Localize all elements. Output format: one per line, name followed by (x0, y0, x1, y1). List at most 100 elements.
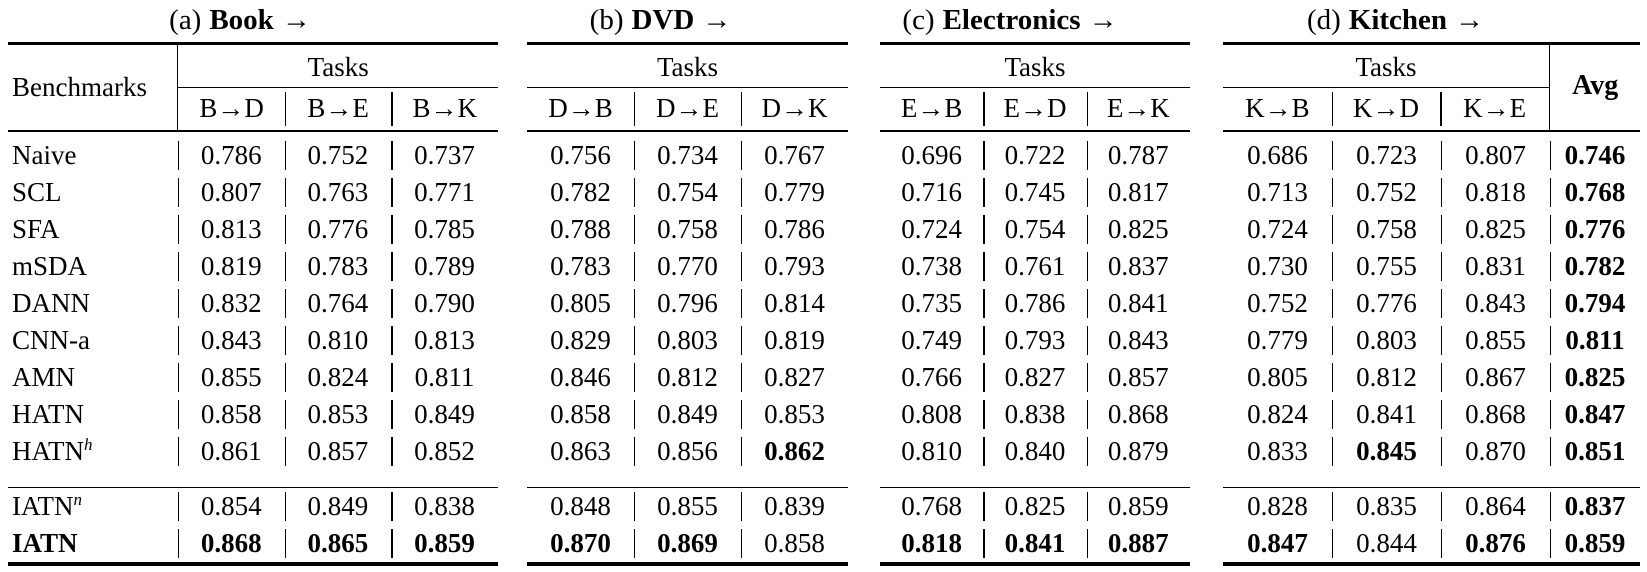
value-cell: 0.766 (901, 361, 963, 392)
avg-value-cell: 0.859 (1550, 525, 1640, 562)
tasks-header-group: Tasks E→B E→D E→K (880, 45, 1190, 130)
table-body-proposed: 0.768 0.825 0.859 0.818 0.841 0.887 (880, 488, 1190, 562)
value-cell: 0.811 (391, 359, 498, 396)
table-row: 0.749 0.793 0.843 (880, 322, 1190, 359)
task-column-label: E→D (983, 88, 1086, 130)
table-row: 0.686 0.723 0.807 0.746 (1223, 137, 1640, 174)
table-row: 0.766 0.827 0.857 (880, 359, 1190, 396)
tasks-label: Tasks (656, 51, 719, 82)
header-rule (880, 129, 1190, 132)
table-row: 0.808 0.838 0.868 (880, 396, 1190, 433)
benchmark-name: HATN (12, 398, 84, 429)
table-row: 0.848 0.855 0.839 (527, 488, 848, 525)
value-cell: 0.735 (901, 287, 963, 318)
value-cell: 0.828 (1247, 491, 1308, 521)
task-column-label: K→D (1331, 88, 1441, 130)
benchmarks-column-header: Benchmarks (12, 71, 147, 102)
tasks-header-group: Tasks K→B K→D K→E (1223, 45, 1549, 130)
avg-value-cell: 0.794 (1550, 285, 1640, 322)
value-cell: 0.852 (391, 433, 498, 470)
avg-column-header: Avg (1572, 69, 1619, 101)
value-cell: 0.849 (634, 396, 741, 433)
bottom-rule (527, 562, 848, 566)
header-divider (177, 44, 179, 130)
value-cell: 0.865 (284, 525, 392, 562)
table-caption-dvd: (b) DVD → (527, 0, 848, 42)
value-cell: 0.814 (741, 285, 848, 322)
tasks-header-group: Tasks D→B D→E D→K (527, 45, 848, 130)
value-cell: 0.817 (1086, 174, 1190, 211)
value-cell: 0.870 (550, 528, 611, 558)
table-row: HATN 0.858 0.853 0.849 (8, 396, 498, 433)
table-row: 0.858 0.849 0.853 (527, 396, 848, 433)
avg-value-cell: 0.776 (1550, 211, 1640, 248)
value-cell: 0.869 (634, 525, 741, 562)
value-cell: 0.722 (983, 137, 1086, 174)
table-body-baselines: 0.756 0.734 0.767 0.782 0.754 0.779 0.788 0.758… (527, 132, 848, 487)
value-cell: 0.808 (901, 398, 963, 429)
table-row: 0.788 0.758 0.786 (527, 211, 848, 248)
value-cell: 0.755 (1332, 248, 1441, 285)
value-cell: 0.863 (550, 435, 611, 466)
value-cell: 0.857 (1086, 359, 1190, 396)
table-row: 0.735 0.786 0.841 (880, 285, 1190, 322)
value-cell: 0.856 (634, 433, 741, 470)
value-cell: 0.803 (634, 322, 741, 359)
caption-arrow: → (1088, 4, 1118, 36)
value-cell: 0.819 (178, 248, 285, 285)
value-cell: 0.790 (391, 285, 498, 322)
table-row: IATNn 0.854 0.849 0.838 (8, 488, 498, 525)
table-caption-kitchen: (d) Kitchen → (1223, 0, 1640, 42)
value-cell: 0.862 (741, 433, 848, 470)
value-cell: 0.847 (1247, 528, 1308, 558)
benchmark-name: IATN (12, 528, 78, 558)
value-cell: 0.824 (1247, 398, 1308, 429)
table-row: 0.847 0.844 0.876 0.859 (1223, 525, 1640, 562)
table-body-baselines: 0.686 0.723 0.807 0.746 0.713 0.752 0.818 0.768… (1223, 132, 1640, 487)
table-row: 0.752 0.776 0.843 0.794 (1223, 285, 1640, 322)
value-cell: 0.805 (1247, 361, 1308, 392)
benchmark-name: mSDA (12, 250, 88, 281)
table-header: Tasks K→B K→D K→E Avg (1223, 44, 1640, 130)
value-cell: 0.839 (741, 488, 848, 525)
value-cell: 0.857 (284, 433, 392, 470)
benchmark-name: SCL (12, 176, 62, 207)
header-rule (1223, 129, 1640, 132)
value-cell: 0.848 (550, 491, 611, 521)
separator-rule (1223, 486, 1640, 488)
table-row: AMN 0.855 0.824 0.811 (8, 359, 498, 396)
value-cell: 0.756 (550, 139, 611, 170)
value-cell: 0.844 (1332, 525, 1441, 562)
tasks-underline (178, 86, 498, 88)
bottom-rule (880, 562, 1190, 566)
value-cell: 0.843 (1441, 285, 1550, 322)
value-cell: 0.810 (284, 322, 392, 359)
table-row: 0.870 0.869 0.858 (527, 525, 848, 562)
value-cell: 0.783 (284, 248, 392, 285)
tasks-underline (1223, 86, 1549, 88)
value-cell: 0.825 (1441, 211, 1550, 248)
table-row: Naive 0.786 0.752 0.737 (8, 137, 498, 174)
value-cell: 0.696 (901, 139, 963, 170)
value-cell: 0.787 (1086, 137, 1190, 174)
value-cell: 0.776 (284, 211, 392, 248)
table-row: 0.724 0.758 0.825 0.776 (1223, 211, 1640, 248)
task-column-label: K→B (1245, 92, 1310, 123)
caption-title: DVD (631, 4, 695, 36)
caption-arrow: → (1455, 4, 1485, 36)
bottom-rule (1223, 562, 1640, 566)
table-row: 0.824 0.841 0.868 0.847 (1223, 396, 1640, 433)
value-cell: 0.805 (550, 287, 611, 318)
value-cell: 0.841 (1086, 285, 1190, 322)
value-cell: 0.813 (178, 211, 285, 248)
value-cell: 0.819 (741, 322, 848, 359)
value-cell: 0.833 (1247, 435, 1308, 466)
value-cell: 0.810 (901, 435, 963, 466)
tasks-label: Tasks (307, 51, 369, 82)
value-cell: 0.868 (178, 525, 285, 562)
table-row: 0.810 0.840 0.879 (880, 433, 1190, 470)
caption-arrow: → (702, 4, 732, 36)
value-cell: 0.859 (1086, 488, 1190, 525)
value-cell: 0.716 (901, 176, 963, 207)
value-cell: 0.713 (1247, 176, 1308, 207)
